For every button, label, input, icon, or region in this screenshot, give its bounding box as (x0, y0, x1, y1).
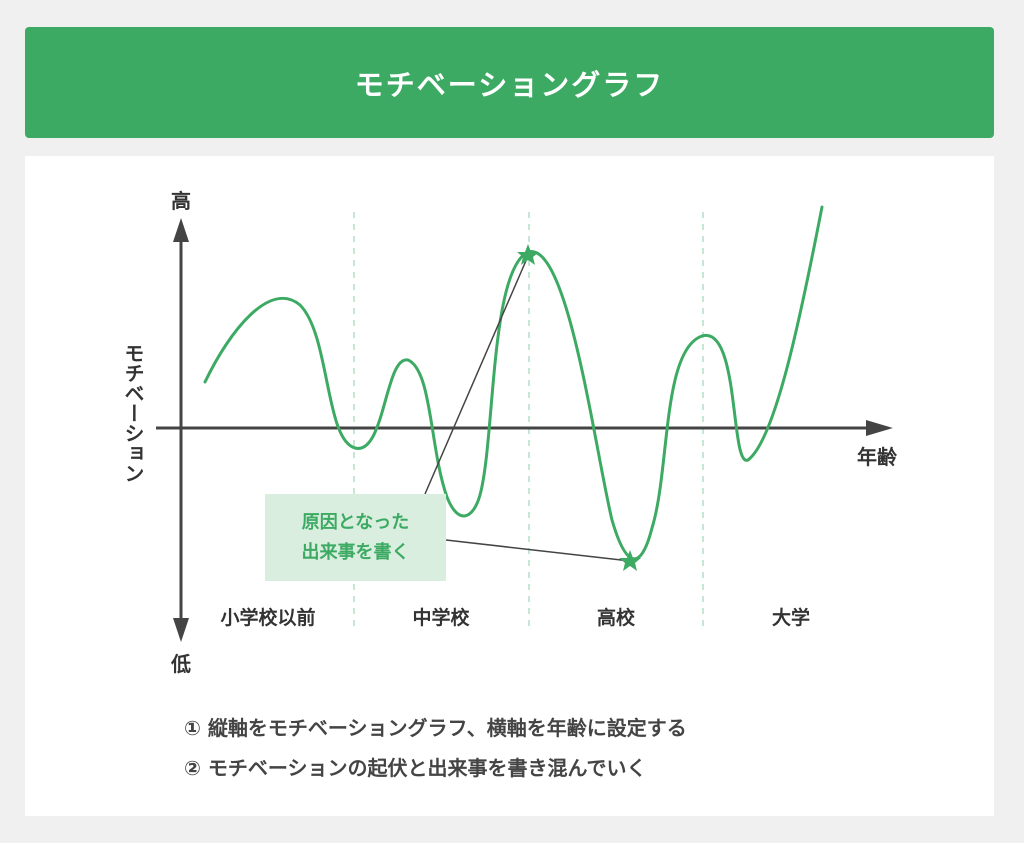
motivation-curve (203, 205, 824, 561)
callout-leader-low (445, 539, 631, 562)
instructions: ① 縦軸をモチベーショングラフ、横軸を年齢に設定する ② モチベーションの起伏と… (184, 708, 687, 788)
x-axis-arrow-icon (866, 420, 893, 436)
valley-star-icon (619, 550, 641, 571)
instruction-step-2: ② モチベーションの起伏と出来事を書き混んでいく (184, 756, 647, 780)
instruction-step-1: ① 縦軸をモチベーショングラフ、横軸を年齢に設定する (184, 716, 687, 740)
stage-label-high-school: 高校 (597, 606, 636, 629)
peak-star-icon (517, 244, 539, 265)
y-axis-arrow-up-icon (173, 218, 189, 242)
y-axis-arrow-down-icon (173, 618, 189, 642)
stage-label-junior-high: 中学校 (412, 606, 470, 629)
x-axis-label: 年齢 (857, 445, 898, 469)
callout-leader-high (424, 255, 529, 495)
graph-panel (25, 156, 994, 816)
stage-label-elementary: 小学校以前 (220, 606, 315, 629)
cause-event-callout: 原因となった 出来事を書く (265, 494, 446, 581)
callout-line-1: 原因となった (301, 511, 410, 533)
page-title: モチベーショングラフ (354, 67, 665, 102)
y-axis-high-label: 高 (171, 189, 191, 213)
title-banner: モチベーショングラフ (25, 27, 994, 138)
y-axis-low-label: 低 (170, 652, 191, 676)
y-axis-label: モチベーション (121, 343, 145, 483)
stage-label-university: 大学 (772, 606, 810, 629)
callout-line-2: 出来事を書く (301, 541, 410, 563)
